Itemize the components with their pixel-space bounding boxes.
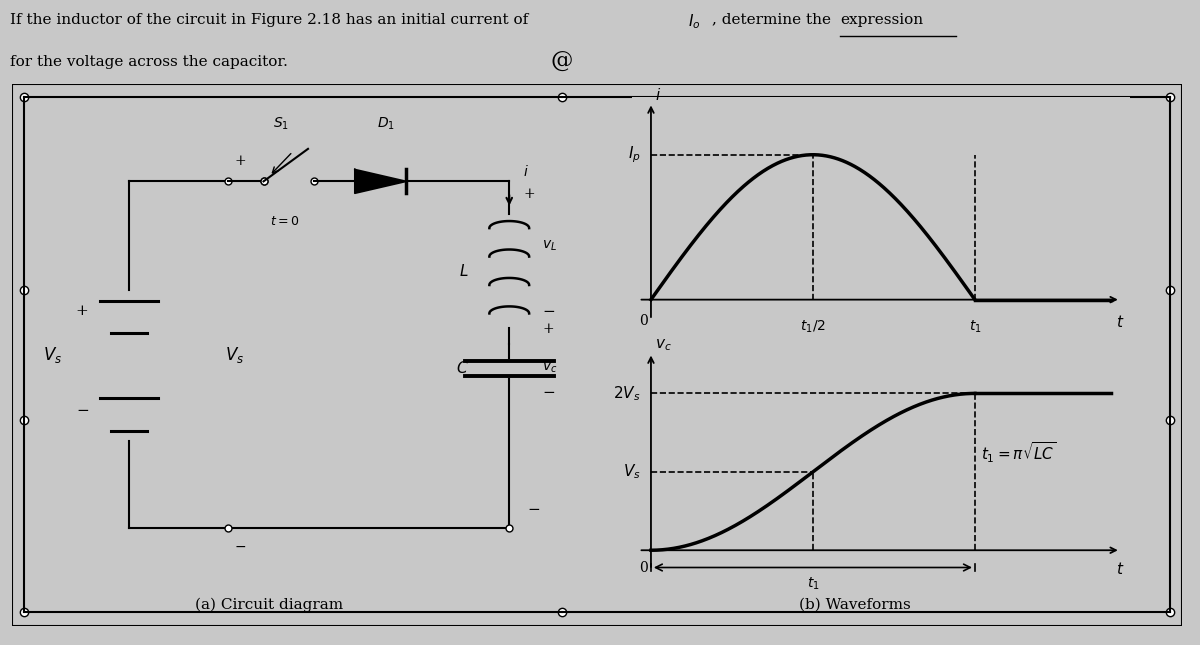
Text: $D_1$: $D_1$ xyxy=(378,115,395,132)
Text: $V_s$: $V_s$ xyxy=(623,462,641,481)
Text: $v_c$: $v_c$ xyxy=(655,337,672,353)
Polygon shape xyxy=(355,170,407,194)
Text: $t_1$: $t_1$ xyxy=(968,319,982,335)
Text: $t_1$: $t_1$ xyxy=(806,575,820,591)
Text: $t$: $t$ xyxy=(1116,561,1124,577)
Text: $-$: $-$ xyxy=(542,384,556,398)
Text: +: + xyxy=(542,322,553,336)
Text: @: @ xyxy=(551,51,574,73)
Text: $t = 0$: $t = 0$ xyxy=(270,215,299,228)
Text: $i$: $i$ xyxy=(655,86,661,103)
Text: $-$: $-$ xyxy=(234,539,246,553)
Text: +: + xyxy=(234,154,246,168)
Text: If the inductor of the circuit in Figure 2.18 has an initial current of: If the inductor of the circuit in Figure… xyxy=(10,12,533,26)
Text: $v_L$: $v_L$ xyxy=(542,239,557,253)
Text: $V_s$: $V_s$ xyxy=(43,344,62,365)
Text: $V_s$: $V_s$ xyxy=(224,344,244,365)
Text: +: + xyxy=(76,304,89,319)
Text: $-$: $-$ xyxy=(527,501,540,515)
Text: 0: 0 xyxy=(640,314,648,328)
Text: $I_p$: $I_p$ xyxy=(628,144,641,165)
FancyBboxPatch shape xyxy=(12,84,1182,626)
Text: $t$: $t$ xyxy=(1116,314,1124,330)
Text: for the voltage across the capacitor.: for the voltage across the capacitor. xyxy=(10,55,288,68)
Text: +: + xyxy=(523,186,535,201)
Text: $L$: $L$ xyxy=(458,263,468,279)
Text: $-$: $-$ xyxy=(542,303,556,317)
Text: expression: expression xyxy=(840,12,923,26)
Text: (b) Waveforms: (b) Waveforms xyxy=(798,598,911,612)
Text: $I_o$: $I_o$ xyxy=(688,12,700,31)
Text: $v_c$: $v_c$ xyxy=(542,361,558,375)
Text: $-$: $-$ xyxy=(76,402,89,416)
Text: $i$: $i$ xyxy=(523,164,529,179)
Text: (a) Circuit diagram: (a) Circuit diagram xyxy=(196,598,343,612)
Text: $S_1$: $S_1$ xyxy=(274,115,289,132)
Text: $t_1/2$: $t_1/2$ xyxy=(800,319,826,335)
Text: 0: 0 xyxy=(640,561,648,575)
Text: $t_1 = \pi\sqrt{LC}$: $t_1 = \pi\sqrt{LC}$ xyxy=(982,440,1057,464)
Text: , determine the: , determine the xyxy=(712,12,835,26)
Text: $C$: $C$ xyxy=(456,361,468,376)
Text: $2V_s$: $2V_s$ xyxy=(613,384,641,402)
